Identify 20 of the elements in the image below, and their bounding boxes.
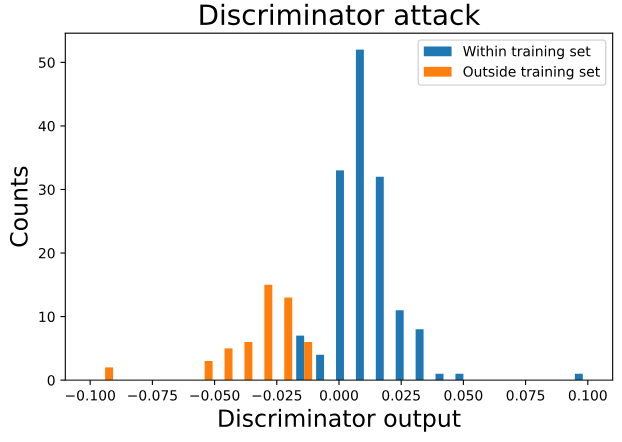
x-tick-label: 0.075: [506, 390, 544, 401]
x-tick-label: −0.050: [190, 390, 240, 401]
x-tick-label: −0.025: [252, 390, 302, 401]
y-tick-label: 40: [38, 120, 55, 132]
y-tick-label: 10: [39, 312, 55, 322]
x-tick-label: 0.100: [568, 390, 607, 401]
x-axis-title: Discriminator output: [219, 408, 460, 432]
legend-label: Within training set: [463, 46, 590, 60]
legend-label: Outside training set: [463, 66, 600, 80]
chart-title: Discriminator attack: [200, 4, 480, 26]
y-tick-label: 50: [38, 57, 55, 68]
y-tick-label: 20: [38, 248, 55, 258]
x-tick-label: −0.075: [128, 390, 177, 401]
x-tick-label: −0.100: [66, 390, 115, 401]
x-tick-label: 0.000: [320, 390, 358, 401]
x-tick-label: 0.025: [382, 390, 420, 401]
y-tick-label: 30: [38, 184, 55, 195]
y-tick-label: 0: [48, 375, 55, 386]
y-axis-title: Counts: [10, 166, 28, 247]
x-tick-label: 0.050: [444, 390, 482, 401]
